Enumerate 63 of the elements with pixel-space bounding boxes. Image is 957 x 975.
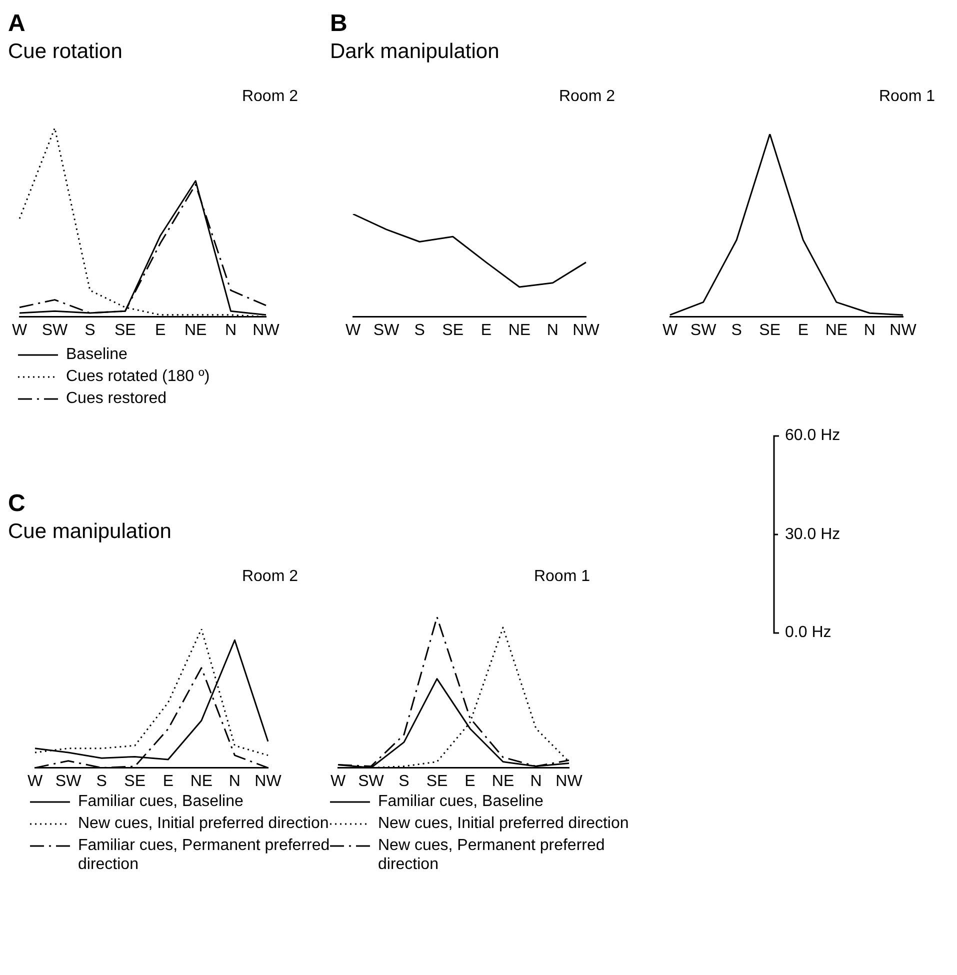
x-tick-label: NW (254, 772, 282, 790)
chart-title: Room 1 (534, 568, 590, 586)
legend-label: New cues, Initial preferred direction (78, 814, 329, 833)
x-tick-label: SW (690, 322, 718, 339)
x-tick-label: W (12, 322, 28, 339)
legend-label: New cues, Permanent preferred direction (378, 836, 606, 874)
x-tick-label: S (84, 322, 96, 339)
x-tick-label: SE (124, 772, 146, 790)
text: A (8, 10, 26, 38)
x-tick-label: SE (426, 772, 448, 790)
x-tick-label: E (464, 772, 476, 790)
x-tick-label: W (345, 322, 362, 339)
x-tick-label: NW (556, 772, 584, 790)
x-tick-label: NW (890, 322, 918, 339)
x-tick-label: NW (572, 322, 600, 339)
x-tick-label: NW (252, 322, 280, 339)
x-tick-label: NE (508, 322, 531, 339)
x-tick-label: SW (373, 322, 400, 339)
text: B (330, 10, 348, 38)
x-tick-label: S (414, 322, 425, 339)
x-tick-label: SE (114, 322, 136, 339)
text: 30.0 Hz (785, 524, 840, 544)
legend-label: Familiar cues, Permanent preferred direction (78, 836, 330, 874)
x-tick-label: SW (55, 772, 82, 790)
x-tick-label: S (731, 322, 742, 339)
x-tick-label: NE (184, 322, 207, 339)
x-tick-label: N (225, 322, 237, 339)
legend-label: Cues rotated (180 º) (66, 367, 210, 386)
x-tick-label: W (27, 772, 44, 790)
x-tick-label: NE (825, 322, 848, 339)
x-tick-label: S (398, 772, 410, 790)
text: C (8, 490, 26, 518)
chart-title: Room 2 (242, 568, 298, 586)
text: Cue rotation (8, 39, 122, 65)
legend-label: Familiar cues, Baseline (378, 792, 544, 811)
text: Dark manipulation (330, 39, 500, 65)
x-tick-label: SE (442, 322, 464, 339)
x-tick-label: NE (190, 772, 213, 790)
x-tick-label: E (155, 322, 166, 339)
x-tick-label: SE (759, 322, 781, 339)
x-tick-label: SW (358, 772, 385, 790)
x-tick-label: W (330, 772, 346, 790)
text: 0.0 Hz (785, 623, 832, 643)
legend-label: Cues restored (66, 389, 166, 408)
x-tick-label: W (662, 322, 678, 339)
legend-label: Baseline (66, 345, 128, 364)
chart-title: Room 1 (878, 88, 935, 106)
x-tick-label: S (96, 772, 107, 790)
legend-label: Familiar cues, Baseline (78, 792, 244, 811)
legend-label: New cues, Initial preferred direction (378, 814, 629, 833)
x-tick-label: NE (492, 772, 514, 790)
x-tick-label: SW (42, 322, 69, 339)
x-tick-label: E (480, 322, 492, 339)
text: Cue manipulation (8, 519, 172, 545)
x-tick-label: N (546, 322, 558, 339)
x-tick-label: N (864, 322, 876, 339)
x-tick-label: N (530, 772, 542, 790)
x-tick-label: N (228, 772, 240, 790)
x-tick-label: E (162, 772, 174, 790)
text: 60.0 Hz (785, 426, 840, 446)
x-tick-label: E (798, 322, 808, 339)
chart-title: Room 2 (242, 88, 298, 106)
chart-title: Room 2 (558, 88, 615, 106)
